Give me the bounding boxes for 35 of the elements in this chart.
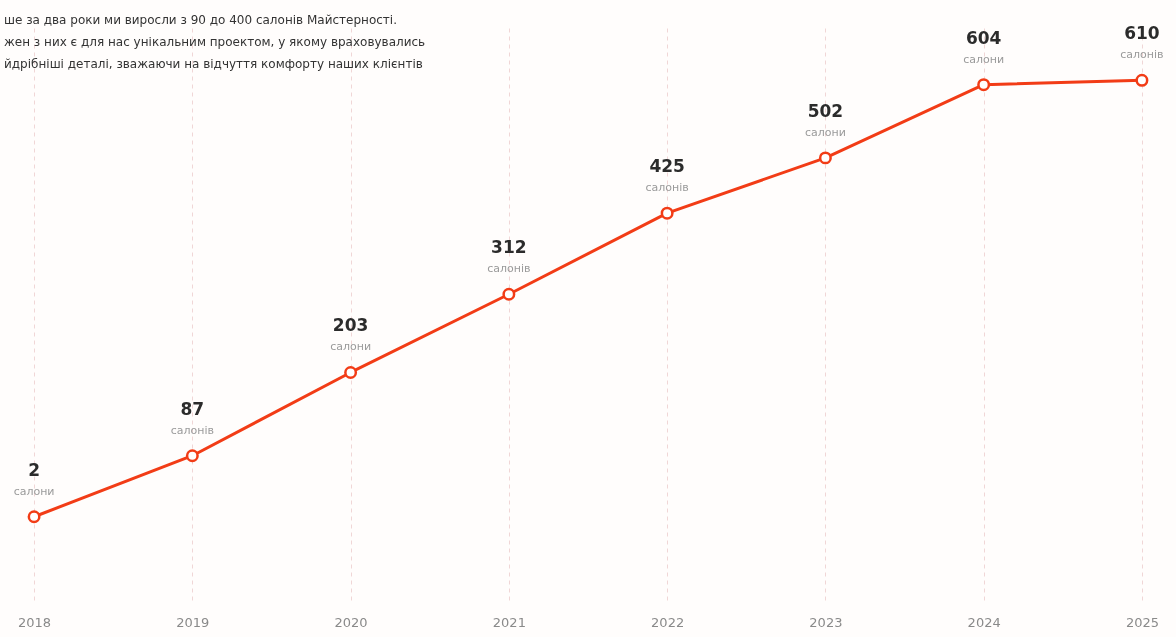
point: [660, 206, 674, 220]
x-tick-label: 2021: [492, 614, 526, 630]
text: жен з них є для нас унікальним проектом, у якому враховувались: [4, 35, 426, 49]
annotation: салони: [804, 125, 846, 139]
point: [344, 365, 358, 379]
annotation: салони: [963, 52, 1005, 66]
x-tick-label: 2025: [1125, 614, 1159, 630]
text: ше за два роки ми виросли з 90 до 400 салонів Майстерності.: [4, 13, 397, 27]
point: [818, 151, 832, 165]
text: йдрібніші деталі, зважаючи на відчуття комфорту наших клієнтів: [4, 57, 423, 71]
annotation: салони: [330, 340, 372, 354]
x-tick-label: 2019: [176, 614, 210, 630]
annotation: салонів: [645, 181, 689, 195]
x-tick-label: 2024: [967, 614, 1001, 630]
x-tick-label: 2022: [651, 614, 685, 630]
annotation: салонів: [1120, 48, 1164, 62]
point: [27, 510, 41, 524]
annotation: салонів: [170, 423, 214, 437]
x-tick-label: 2023: [809, 614, 843, 630]
annotation: салонів: [487, 262, 531, 276]
x-tick-label: 2020: [334, 614, 368, 630]
data-label: 87: [180, 398, 205, 419]
annotation: салони: [13, 484, 55, 498]
point: [185, 449, 199, 463]
x-tick-label: 2018: [18, 614, 52, 630]
data-label: 312: [491, 237, 527, 258]
point: [1135, 73, 1149, 87]
data-label: 425: [649, 156, 685, 177]
data-label: 203: [332, 315, 369, 336]
data-label: 502: [807, 100, 844, 121]
point: [502, 287, 516, 301]
data-label: 2: [28, 459, 40, 480]
data-label: 604: [965, 27, 1002, 48]
point: [977, 78, 991, 92]
data-label: 610: [1124, 23, 1160, 44]
